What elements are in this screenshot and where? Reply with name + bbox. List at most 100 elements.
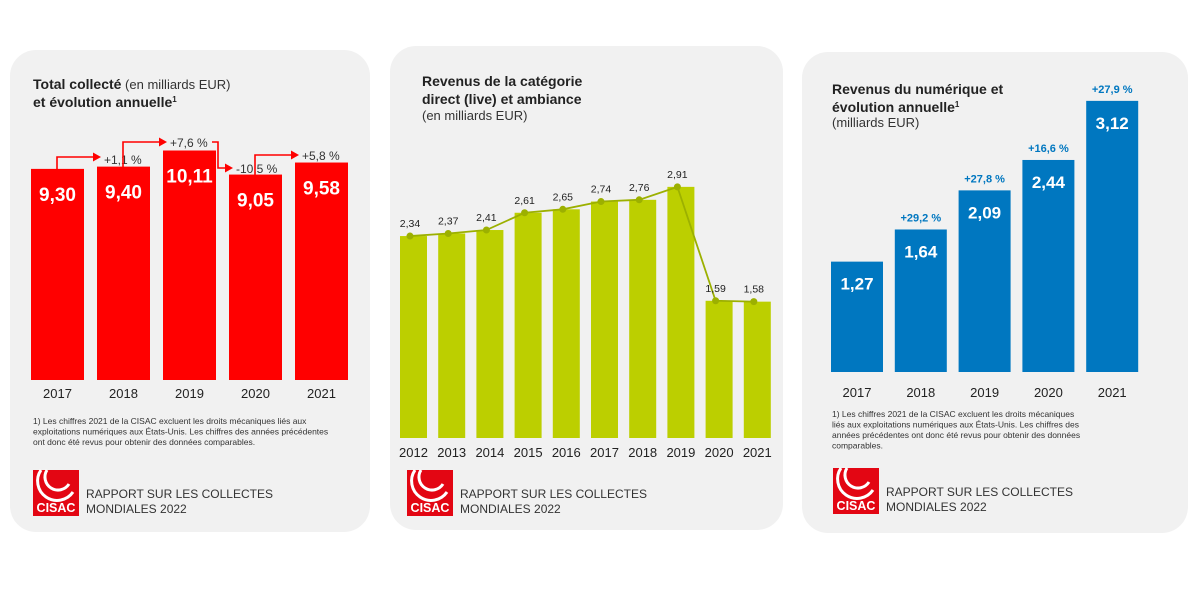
growth-arrows bbox=[56, 141, 292, 175]
bar-2018 bbox=[894, 229, 947, 372]
bar-2020 bbox=[705, 300, 733, 438]
x-tick-label: 2021 bbox=[1098, 385, 1127, 400]
data-point bbox=[406, 232, 414, 240]
bar-2019 bbox=[667, 186, 695, 438]
x-tick-label: 2015 bbox=[514, 445, 543, 460]
bar-value-label: 9,58 bbox=[303, 179, 340, 200]
x-tick-label: 2017 bbox=[43, 386, 72, 401]
data-point bbox=[673, 183, 681, 191]
bar-2012 bbox=[400, 236, 427, 438]
bar-2018 bbox=[97, 166, 150, 380]
bar-2014 bbox=[476, 230, 504, 438]
growth-label: -10,5 % bbox=[236, 162, 278, 176]
data-point bbox=[635, 196, 643, 204]
data-label: 2,34 bbox=[400, 218, 421, 230]
arrowhead-icon bbox=[291, 150, 299, 160]
report-title-line1: RAPPORT SUR LES COLLECTES bbox=[86, 487, 273, 501]
data-label: 1,59 bbox=[705, 283, 726, 295]
growth-label: +27,8 % bbox=[964, 173, 1005, 185]
footnote-line: comparables. bbox=[832, 441, 883, 451]
data-label: 2,65 bbox=[553, 191, 574, 203]
bar-2017 bbox=[31, 168, 84, 380]
data-point bbox=[750, 298, 758, 306]
bar-2017 bbox=[591, 201, 618, 438]
x-tick-label: 2019 bbox=[175, 386, 204, 401]
growth-label: +5,8 % bbox=[302, 149, 340, 163]
logo-arc-icon bbox=[36, 469, 75, 502]
chart-subtitle: (milliards EUR) bbox=[832, 115, 919, 130]
bar-value-label: 3,12 bbox=[1096, 114, 1129, 133]
x-tick-label: 2019 bbox=[666, 445, 695, 460]
chart-title-line2: évolution annuelle1 bbox=[832, 99, 960, 115]
arrow-2019 bbox=[122, 141, 160, 167]
bar-2021 bbox=[743, 301, 771, 438]
growth-label: +27,9 % bbox=[1092, 84, 1133, 96]
bar-2021 bbox=[295, 162, 348, 380]
footnote-line: années précédentes ont donc été revus po… bbox=[832, 430, 1080, 440]
arrow-2021 bbox=[254, 154, 292, 175]
x-tick-label: 2020 bbox=[241, 386, 270, 401]
x-tick-label: 2016 bbox=[552, 445, 581, 460]
panel-total-collected: Total collecté (en milliards EUR) et évo… bbox=[10, 50, 370, 532]
x-tick-label: 2017 bbox=[590, 445, 619, 460]
chart-title: Total collecté (en milliards EUR) bbox=[33, 76, 231, 92]
x-tick-label: 2018 bbox=[906, 385, 935, 400]
x-tick-label: 2013 bbox=[437, 445, 466, 460]
growth-label: +29,2 % bbox=[900, 212, 941, 224]
bar-value-label: 2,44 bbox=[1032, 173, 1066, 192]
data-label: 2,91 bbox=[667, 169, 688, 181]
logo-brand: CISAC bbox=[411, 501, 450, 515]
logo-brand: CISAC bbox=[37, 501, 76, 515]
report-title-line1: RAPPORT SUR LES COLLECTES bbox=[460, 487, 647, 501]
bar-value-label: 1,27 bbox=[840, 275, 873, 294]
data-label: 2,76 bbox=[629, 182, 650, 194]
cisac-logo: CISAC bbox=[33, 469, 79, 516]
x-tick-label: 2019 bbox=[970, 385, 999, 400]
bar-value-label: 2,09 bbox=[968, 203, 1001, 222]
footnote-line: 1) Les chiffres 2021 de la CISAC excluen… bbox=[33, 416, 307, 426]
cisac-logo-block: CISAC RAPPORT SUR LES COLLECTESMONDIALES … bbox=[33, 469, 273, 516]
footnote-line: liés aux exploitations numériques aux Ét… bbox=[832, 420, 1079, 430]
arrow-2020 bbox=[212, 141, 226, 169]
chart-title-line2: et évolution annuelle1 bbox=[33, 94, 177, 110]
footnote-line: ont donc été revus pour obtenir des donn… bbox=[33, 437, 255, 447]
bar-2021 bbox=[1086, 100, 1139, 372]
footnote-line: exploitations numériques aux États-Unis.… bbox=[33, 427, 328, 437]
bar-2019 bbox=[958, 190, 1011, 372]
bar-2020 bbox=[1022, 159, 1075, 372]
arrow-2018 bbox=[56, 156, 94, 169]
cisac-logo: CISAC bbox=[833, 467, 879, 514]
report-title-line2: MONDIALES 2022 bbox=[886, 500, 987, 514]
data-point bbox=[559, 205, 567, 213]
chart-title: Revenus de la catégorie bbox=[422, 73, 583, 89]
growth-label: +7,6 % bbox=[170, 136, 208, 150]
x-tick-label: 2012 bbox=[399, 445, 428, 460]
bar-2016 bbox=[552, 209, 580, 438]
arrowhead-icon bbox=[93, 152, 101, 162]
chart-title: Revenus du numérique et bbox=[832, 81, 1003, 97]
panel-live-revenue: Revenus de la catégorie direct (live) et… bbox=[390, 46, 783, 530]
logo-arc-icon bbox=[410, 469, 449, 502]
cisac-logo-block: CISAC RAPPORT SUR LES COLLECTESMONDIALES … bbox=[833, 467, 1073, 514]
x-tick-label: 2017 bbox=[843, 385, 872, 400]
growth-label: +16,6 % bbox=[1028, 143, 1069, 155]
bar-value-label: 9,40 bbox=[105, 183, 142, 204]
x-tick-label: 2014 bbox=[475, 445, 504, 460]
data-label: 2,41 bbox=[476, 212, 497, 224]
x-tick-label: 2018 bbox=[628, 445, 657, 460]
data-point bbox=[444, 229, 452, 237]
bar-value-label: 9,30 bbox=[39, 185, 76, 206]
chart-subtitle: (en milliards EUR) bbox=[422, 108, 527, 123]
data-label: 2,74 bbox=[591, 184, 612, 196]
footnote-line: 1) Les chiffres 2021 de la CISAC excluen… bbox=[832, 409, 1074, 419]
chart-title-line2: direct (live) et ambiance bbox=[422, 91, 582, 107]
data-point bbox=[597, 198, 605, 206]
bar-2017 bbox=[831, 261, 883, 372]
report-title-line2: MONDIALES 2022 bbox=[460, 502, 561, 516]
data-point bbox=[482, 226, 490, 234]
series-line bbox=[409, 185, 754, 303]
bar-value-label: 1,64 bbox=[904, 242, 938, 261]
data-label: 2,61 bbox=[514, 195, 535, 207]
data-point bbox=[521, 209, 529, 217]
